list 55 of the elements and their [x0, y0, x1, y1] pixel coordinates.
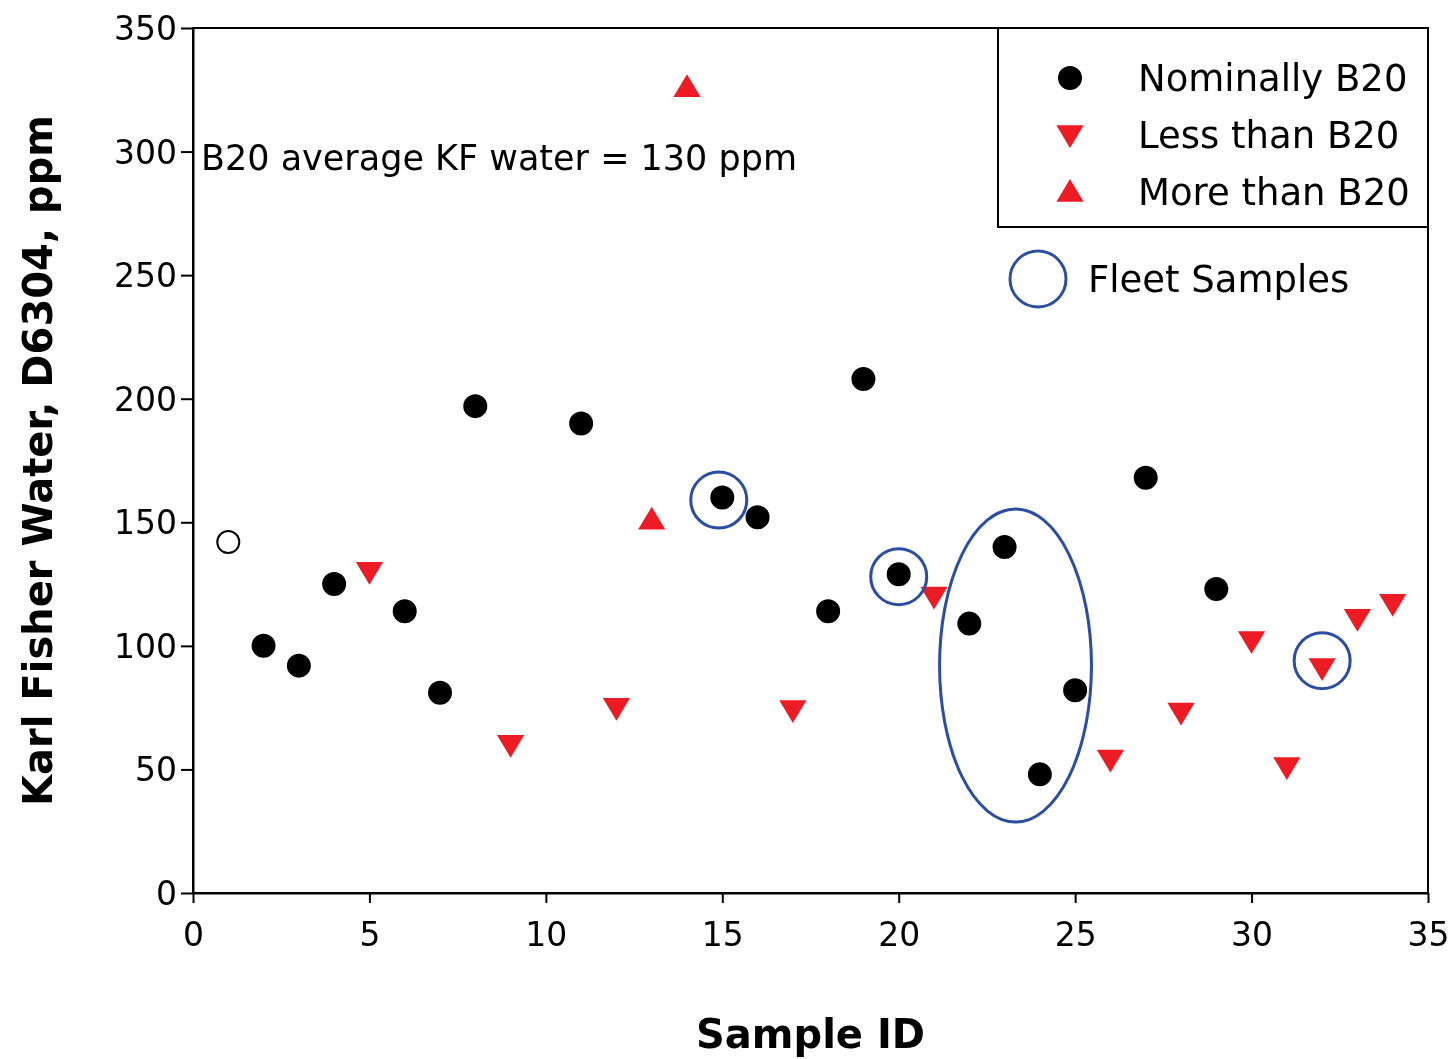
x-tick-label: 25: [1054, 914, 1097, 954]
point: [251, 633, 276, 658]
y-tick-label: 200: [114, 379, 177, 419]
point: [673, 74, 701, 98]
point: [569, 411, 594, 436]
y-tick-label: 150: [114, 503, 177, 543]
x-tick-label: 5: [359, 914, 381, 954]
point: [1096, 749, 1125, 773]
point: [286, 653, 311, 678]
y-tick-label: 350: [114, 9, 177, 49]
point: [463, 394, 488, 419]
point: [1273, 757, 1301, 780]
point: [602, 697, 631, 721]
point: [869, 547, 929, 607]
x-tick-label: 30: [1231, 914, 1274, 954]
point: [1167, 702, 1195, 726]
x-tick-label: 35: [1407, 914, 1450, 954]
y-tick-label: 0: [156, 874, 177, 914]
point: [1133, 465, 1158, 490]
point: [816, 599, 841, 624]
y-tick-label: 100: [114, 626, 177, 666]
point: [1237, 631, 1266, 654]
x-tick-label: 10: [525, 914, 568, 954]
point: [355, 561, 384, 585]
legend-label: More than B20: [1138, 171, 1410, 214]
y-tick-label: 250: [114, 256, 177, 296]
legend-label: Nominally B20: [1138, 57, 1408, 100]
x-tick-label: 0: [183, 914, 204, 954]
point: [496, 734, 525, 758]
point: [851, 366, 876, 391]
point: [1063, 678, 1088, 703]
point: [1343, 608, 1372, 632]
point: [1292, 631, 1352, 691]
legend-label: Fleet Samples: [1088, 258, 1350, 301]
point: [992, 535, 1017, 559]
point: [216, 530, 241, 555]
x-tick-label: 20: [878, 914, 921, 954]
point: [392, 599, 417, 624]
y-tick-label: 300: [114, 132, 177, 172]
point: [428, 680, 452, 705]
point: [957, 611, 982, 636]
annotation: B20 average KF water = 130 ppm: [201, 138, 798, 178]
point: [779, 700, 807, 724]
point: [745, 505, 770, 530]
point: [689, 470, 749, 530]
point: [1204, 577, 1229, 602]
x-tick-label: 15: [701, 914, 744, 954]
point: [322, 572, 347, 597]
x-axis-title: Sample ID: [696, 1011, 925, 1057]
point: [1379, 594, 1407, 617]
y-axis-title: Karl Fisher Water, D6304, ppm: [15, 115, 61, 806]
legend-label: Less than B20: [1138, 114, 1400, 157]
point: [1027, 762, 1052, 787]
point: [920, 586, 948, 610]
y-tick-label: 50: [135, 750, 177, 790]
